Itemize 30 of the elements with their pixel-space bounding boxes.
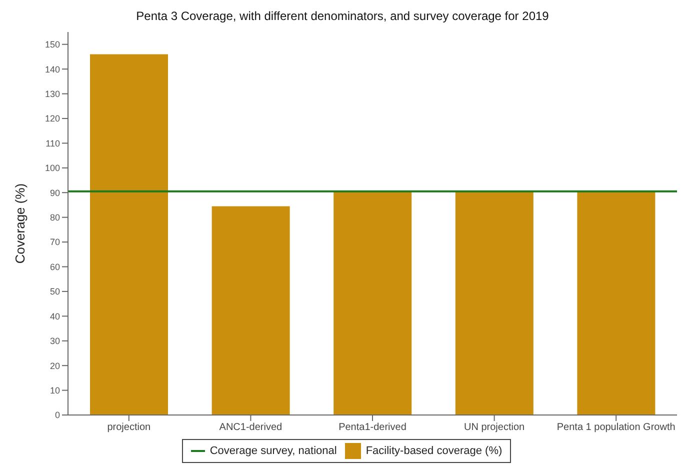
- y-tick-label: 70: [50, 237, 60, 248]
- y-tick-label: 140: [44, 64, 60, 74]
- legend-label: Coverage survey, national: [210, 445, 337, 457]
- y-tick-label: 20: [50, 360, 60, 371]
- y-tick-label: 10: [50, 385, 60, 396]
- legend-label: Facility-based coverage (%): [366, 445, 502, 457]
- x-tick-label: Penta1-derived: [338, 422, 406, 434]
- y-tick-label: 120: [44, 114, 60, 124]
- x-tick-label: ANC1-derived: [219, 422, 282, 434]
- x-tick-label: projection: [107, 422, 151, 434]
- y-axis-title: Coverage (%): [12, 183, 28, 264]
- y-tick-label: 90: [50, 188, 60, 198]
- y-tick-label: 30: [50, 336, 60, 346]
- bar: [455, 191, 534, 415]
- y-tick-label: 50: [50, 286, 60, 297]
- y-tick-label: 80: [50, 212, 60, 223]
- bar: [90, 54, 168, 415]
- y-tick-label: 60: [50, 262, 60, 272]
- bar: [334, 191, 412, 415]
- y-tick-label: 100: [44, 163, 60, 174]
- x-tick-label: UN projection: [464, 422, 525, 434]
- y-tick-label: 40: [50, 311, 60, 322]
- bar: [577, 191, 656, 415]
- y-tick-label: 150: [44, 40, 60, 50]
- chart-title: Penta 3 Coverage, with different denominators, and survey coverage for 2019: [135, 8, 550, 24]
- y-tick-label: 110: [46, 138, 60, 148]
- y-tick-label: 130: [44, 88, 60, 99]
- bar: [212, 206, 290, 415]
- y-tick-label: 0: [54, 410, 60, 420]
- x-tick-label: Penta 1 population Growth: [556, 422, 676, 434]
